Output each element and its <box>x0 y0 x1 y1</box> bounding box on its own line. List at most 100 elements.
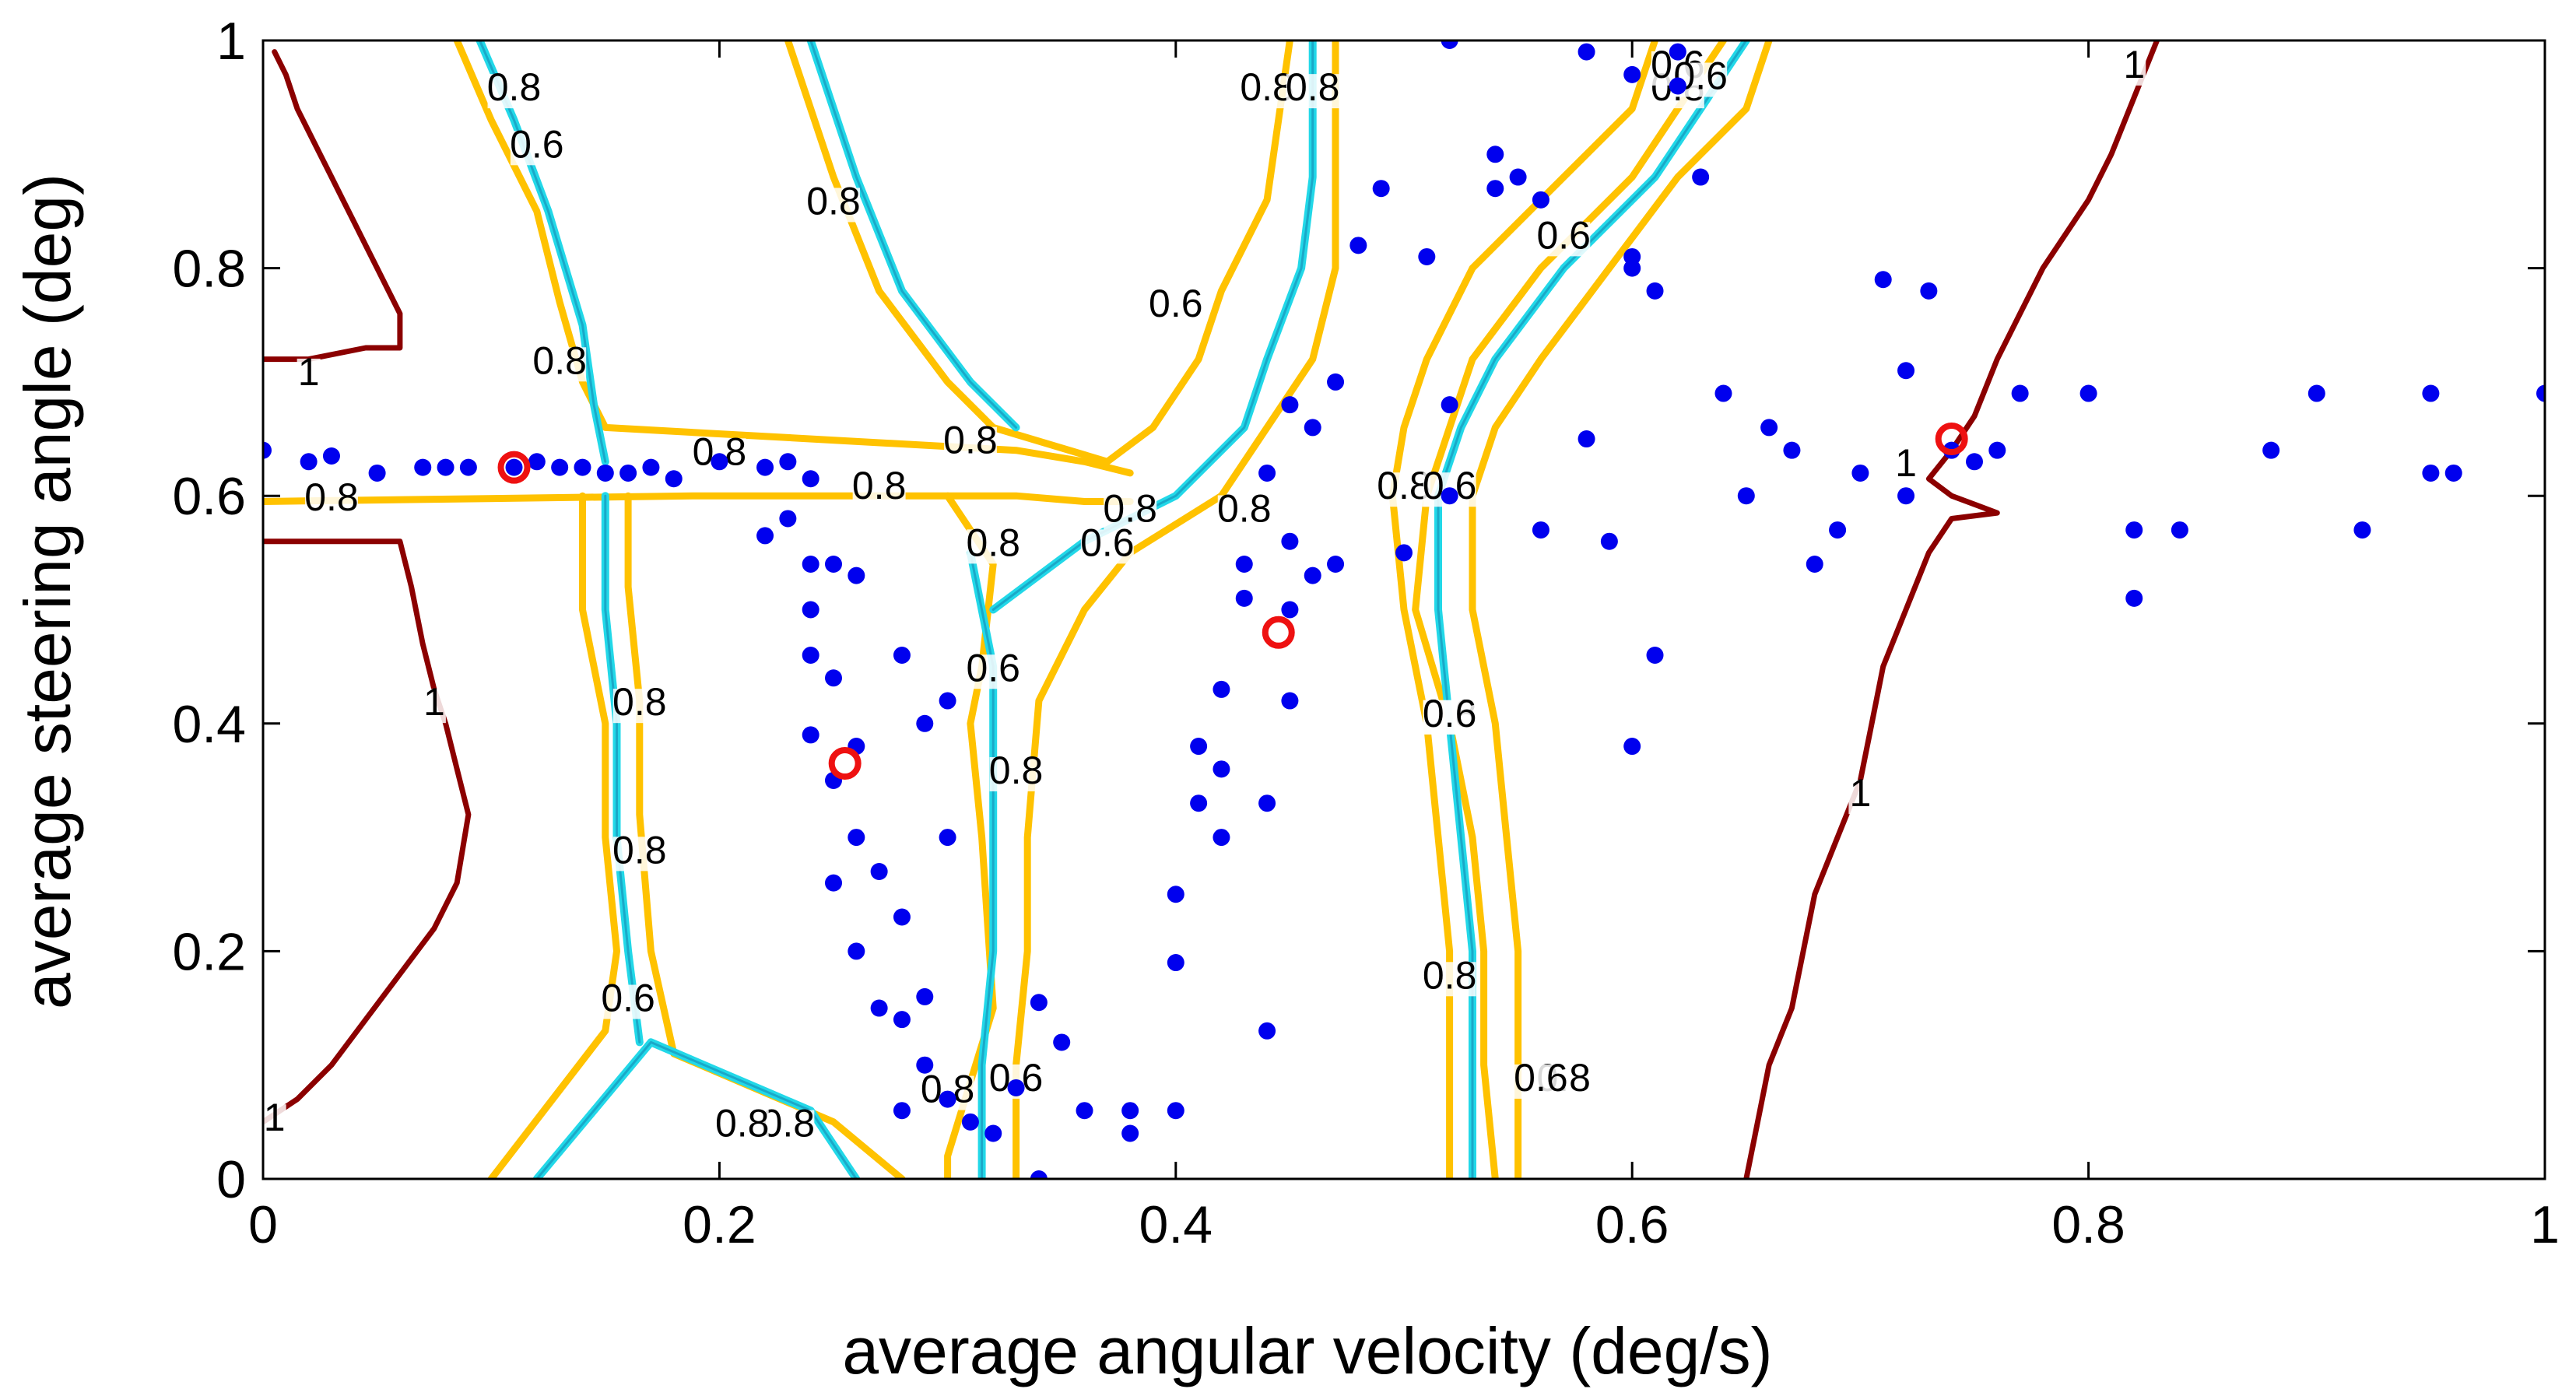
data-point <box>1190 794 1208 812</box>
contour-label-0-8: 0.8 <box>966 521 1020 564</box>
contour-label-bg <box>487 74 541 109</box>
data-point <box>1486 180 1504 198</box>
contour-line-1-0 <box>263 49 403 363</box>
contour-label-bg <box>612 689 666 724</box>
contour-line-0-6-3-core <box>809 40 1018 429</box>
data-point <box>1213 829 1230 847</box>
data-point <box>1623 738 1641 756</box>
data-point <box>1167 954 1184 972</box>
data-point <box>1258 1022 1276 1040</box>
data-point <box>2536 384 2545 402</box>
data-point <box>893 1102 911 1120</box>
points-layer <box>263 40 2545 1179</box>
data-point <box>2422 384 2440 402</box>
data-point <box>1692 168 1710 186</box>
data-point <box>263 441 272 459</box>
contour-label-0-8: 0.8 <box>943 419 998 462</box>
data-point <box>893 908 911 926</box>
contour-line-0-6-5-core <box>969 551 995 1179</box>
contour-label-0-8: 0.8 <box>1103 486 1157 530</box>
cluster-center-marker <box>1262 616 1295 649</box>
data-point <box>916 987 934 1005</box>
data-point <box>1327 373 1345 391</box>
contour-label-bg <box>1080 529 1134 564</box>
data-point <box>1783 441 1801 459</box>
data-point <box>1190 738 1208 756</box>
contour-label-bg <box>510 131 563 166</box>
x-tick-label: 0.4 <box>1139 1195 1213 1254</box>
data-point <box>1030 994 1048 1012</box>
contour-label-bg <box>967 529 1020 564</box>
contour-label-bg <box>612 837 666 872</box>
contour-label-0-8: 0.8 <box>761 1101 816 1145</box>
data-point <box>1578 43 1595 61</box>
contour-label-1: 1 <box>2123 43 2145 86</box>
data-point <box>1281 601 1299 619</box>
data-point <box>1509 168 1527 186</box>
data-point <box>961 1113 979 1131</box>
data-point <box>1714 384 1732 402</box>
data-point <box>1760 419 1778 437</box>
contour-label-bg <box>2122 51 2146 86</box>
cluster-center-marker <box>497 451 531 484</box>
contour-label-bg <box>1423 700 1476 735</box>
data-point <box>1920 282 1938 300</box>
contour-label-bg <box>533 347 587 382</box>
data-point <box>2125 521 2143 539</box>
y-axis-title: average steering angle (deg) <box>11 174 84 1009</box>
contour-label-0-8: 0.8 <box>1286 65 1340 109</box>
data-point <box>1646 282 1664 300</box>
data-point <box>848 829 865 847</box>
data-point <box>1167 886 1184 903</box>
data-point <box>1304 419 1321 437</box>
data-point <box>2262 441 2280 459</box>
data-point <box>1167 1102 1184 1120</box>
contour-label-bg <box>1149 290 1202 325</box>
cluster-center-marker <box>828 747 862 780</box>
contour-label-0-8: 0.8 <box>612 828 667 872</box>
data-point <box>1349 237 1367 254</box>
contour-label-bg <box>262 1104 286 1139</box>
y-tick-label: 1 <box>216 12 246 71</box>
contour-label-bg <box>943 426 997 461</box>
data-point <box>1669 77 1686 95</box>
data-point <box>825 555 842 573</box>
data-point <box>619 464 637 482</box>
data-point <box>322 447 340 465</box>
data-point <box>665 470 683 488</box>
contour-label-layer: 1111110.80.80.80.80.80.80.80.80.80.80.80… <box>262 43 2146 1145</box>
data-point <box>459 458 477 476</box>
data-point <box>779 453 797 471</box>
data-point <box>1897 487 1915 505</box>
data-point <box>711 453 728 471</box>
contour-line-0-8-4 <box>784 40 1293 465</box>
x-tick-label: 0.2 <box>683 1195 756 1254</box>
cluster-center-marker <box>1935 423 1968 456</box>
contour-label-bg <box>422 689 446 724</box>
data-point <box>2011 384 2029 402</box>
contour-label-bg <box>1514 1064 1567 1099</box>
contour-label-0-6: 0.6 <box>1423 692 1477 735</box>
contour-label-0-8: 0.8 <box>1240 65 1294 109</box>
data-point <box>642 458 660 476</box>
data-point <box>1076 1102 1093 1120</box>
contour-label-bg <box>602 984 655 1019</box>
contour-label-bg <box>807 188 860 223</box>
contour-label-1: 1 <box>1895 441 1917 485</box>
data-point <box>1441 40 1458 49</box>
data-point <box>1623 259 1641 277</box>
data-point <box>2171 521 2188 539</box>
contour-line-0-8-1 <box>263 492 1134 505</box>
data-point <box>1669 43 1686 61</box>
plot-frame <box>261 39 2546 1180</box>
data-point <box>1600 532 1618 550</box>
contour-label-0-8: 0.8 <box>487 65 542 109</box>
data-point <box>1646 647 1664 665</box>
contour-line-0-8-0 <box>453 40 1134 477</box>
data-point <box>802 555 819 573</box>
contour-line-0-6-1-core <box>604 494 641 1043</box>
data-point <box>825 669 842 687</box>
contour-label-bg <box>989 756 1043 791</box>
data-point <box>825 874 842 892</box>
contour-label-0-8: 0.8 <box>304 475 359 519</box>
